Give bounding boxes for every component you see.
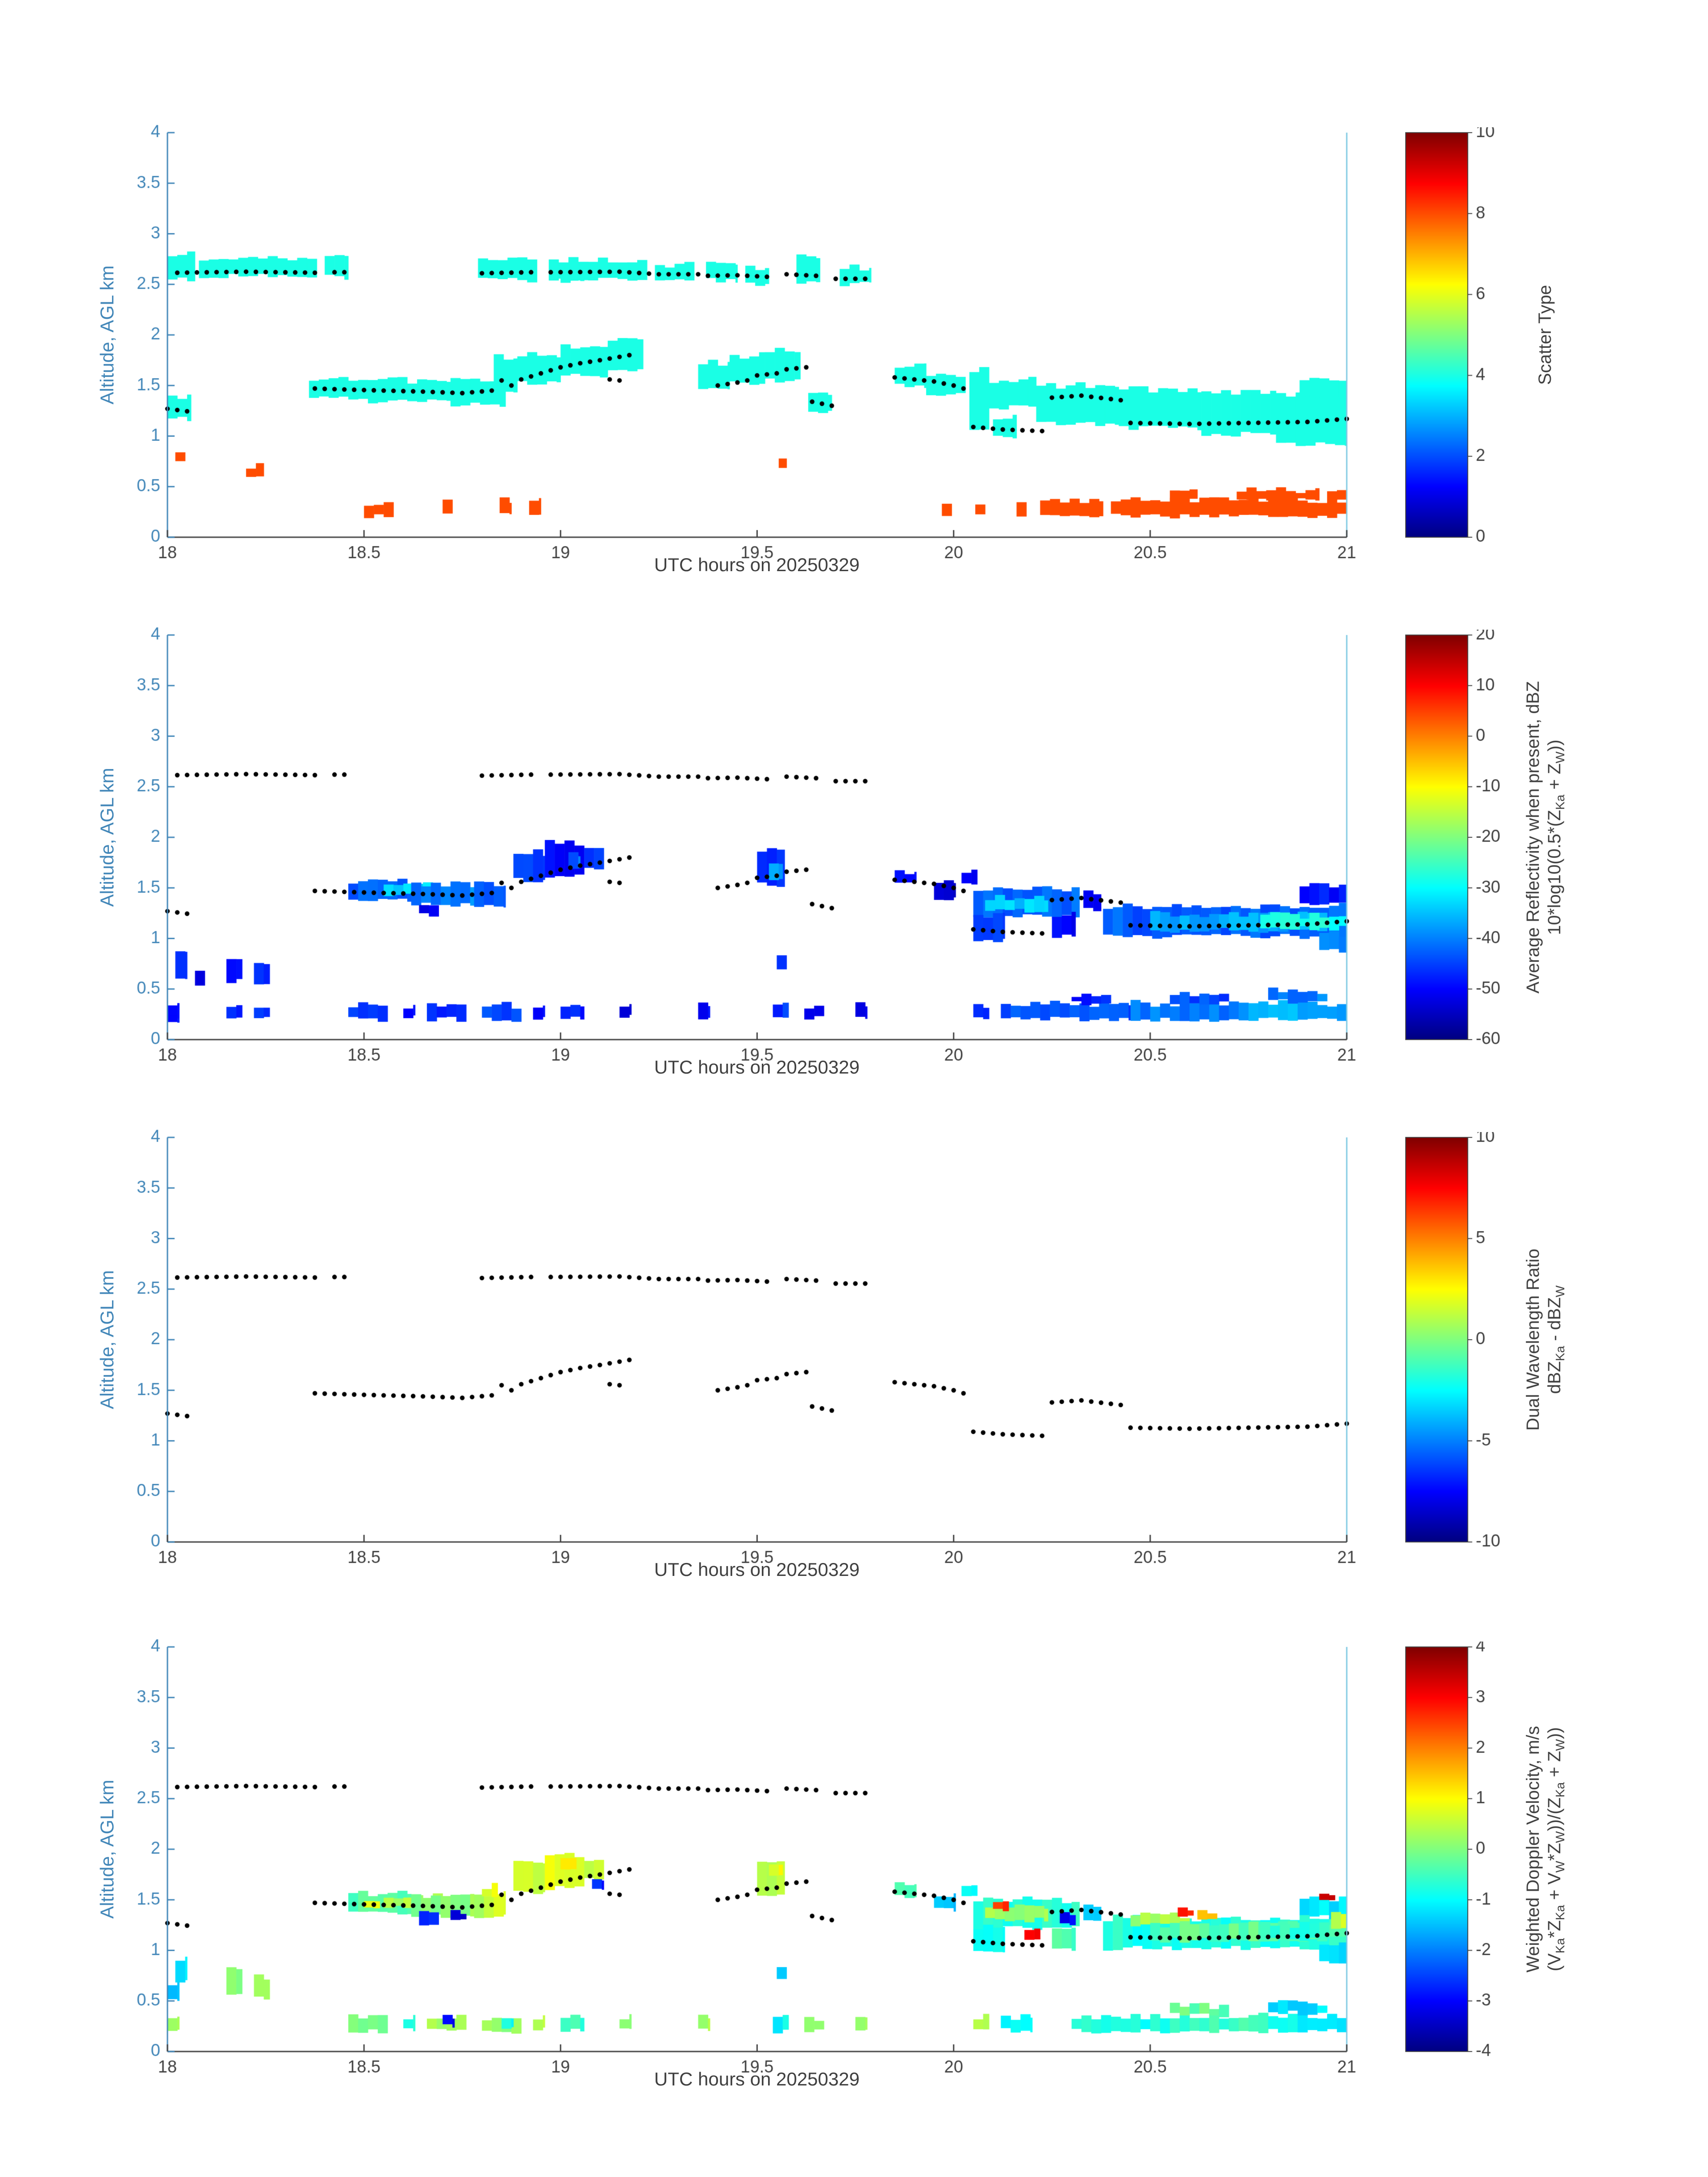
average-reflectivity-colorbar: [1405, 630, 1575, 1054]
weighted-doppler-velocity-colorbar: [1405, 1642, 1575, 2066]
x-axis-label: UTC hours on 20250329: [654, 1057, 860, 1078]
y-axis-label: Altitude, AGL km: [96, 768, 117, 907]
y-axis-label: Altitude, AGL km: [96, 1780, 117, 1919]
dual-wavelength-ratio-plot: [0, 1111, 1393, 1593]
y-axis-label: Altitude, AGL km: [96, 265, 117, 405]
colorbar-title-line: Scatter Type: [1535, 285, 1555, 385]
x-axis-label: UTC hours on 20250329: [654, 554, 860, 575]
colorbar-title: Scatter Type: [1534, 285, 1556, 385]
colorbar-title-line: (VKa*ZKa + VW*ZW))/(ZKa + ZW)): [1545, 1727, 1567, 1972]
dual-wavelength-ratio-colorbar: [1405, 1132, 1575, 1556]
x-axis-label: UTC hours on 20250329: [654, 2068, 860, 2089]
y-axis-label: Altitude, AGL km: [96, 1270, 117, 1409]
colorbar-title-line: dBZKa - dBZW: [1545, 1285, 1567, 1394]
colorbar-title-line: Weighted Doppler Velocity, m/s: [1523, 1726, 1543, 1973]
colorbar-title-line: Average Reflectivity when present, dBZ: [1523, 681, 1543, 994]
average-reflectivity-heatmap: [0, 608, 1393, 1091]
x-axis-label: UTC hours on 20250329: [654, 1559, 860, 1580]
colorbar-title: Weighted Doppler Velocity, m/s (VKa*ZKa …: [1522, 1726, 1568, 1972]
scatter-type-heatmap: [0, 106, 1393, 588]
colorbar-title: Average Reflectivity when present, dBZ 1…: [1522, 681, 1568, 994]
colorbar-title-line: Dual Wavelength Ratio: [1523, 1249, 1543, 1431]
colorbar-title: Dual Wavelength Ratio dBZKa - dBZW: [1522, 1249, 1568, 1431]
scatter-type-colorbar: [1405, 127, 1575, 552]
weighted-doppler-velocity-heatmap: [0, 1620, 1393, 2102]
colorbar-title-line: 10*log10(0.5*(ZKa + ZW)): [1545, 740, 1567, 935]
